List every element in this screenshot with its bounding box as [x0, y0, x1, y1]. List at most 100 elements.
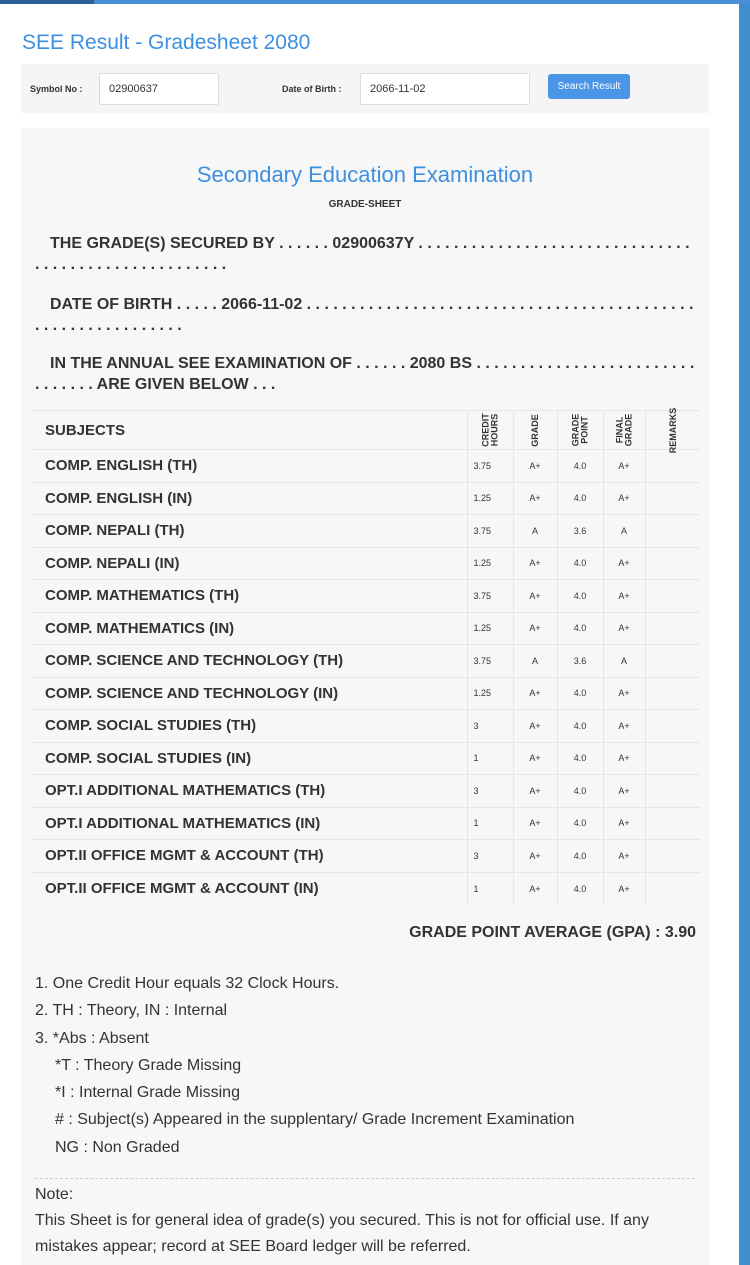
note: Note: This Sheet is for general idea of … [35, 1182, 700, 1260]
cell-grade-point: 4.0 [556, 546, 603, 580]
table-row: COMP. SOCIAL STUDIES (IN) 1 A+ 4.0 A+ [31, 741, 700, 775]
cell-subject: COMP. SOCIAL STUDIES (IN) [31, 741, 467, 775]
grades-table: SUBJECTS CREDIT HOURS GRADE GRADE POINT … [31, 407, 700, 905]
cell-remarks [644, 709, 700, 742]
cell-final-grade: A+ [602, 449, 645, 482]
cell-grade: A [512, 514, 557, 547]
gpa: GRADE POINT AVERAGE (GPA) : 3.90 [409, 924, 696, 941]
cell-remarks [644, 871, 700, 905]
cell-grade-point: 4.0 [556, 579, 603, 612]
divider [35, 1178, 695, 1179]
cell-grade-point: 4.0 [556, 871, 603, 905]
date-of-birth: DATE OF BIRTH . . . . . 2066-11-02 . . .… [35, 296, 694, 334]
table-row: OPT.II OFFICE MGMT & ACCOUNT (TH) 3 A+ 4.0 A… [31, 839, 700, 872]
cell-remarks [644, 806, 700, 840]
note-title: Note: [35, 1186, 74, 1203]
cell-final-grade: A+ [602, 546, 645, 580]
cell-credit-hours: 3.75 [466, 644, 513, 677]
cell-credit-hours: 3.75 [466, 514, 513, 547]
table-row: COMP. MATHEMATICS (TH) 3.75 A+ 4.0 A+ [31, 579, 700, 612]
legend-item: # : Subject(s) Appeared in the supplenta… [55, 1111, 575, 1129]
secured-by: THE GRADE(S) SECURED BY . . . . . . 0290… [35, 235, 690, 273]
legend-item: *I : Internal Grade Missing [55, 1084, 240, 1102]
dob-input[interactable]: 2066-11-02 [360, 73, 530, 105]
cell-grade: A+ [512, 839, 557, 872]
cell-grade: A+ [512, 546, 557, 580]
legend-item: *T : Theory Grade Missing [55, 1056, 242, 1074]
cell-final-grade: A+ [602, 481, 645, 515]
table-row: COMP. ENGLISH (IN) 1.25 A+ 4.0 A+ [31, 481, 700, 515]
cell-remarks [644, 546, 700, 580]
top-bar [0, 0, 750, 4]
cell-subject: COMP. SCIENCE AND TECHNOLOGY (IN) [31, 676, 467, 710]
cell-credit-hours: 3 [466, 709, 513, 742]
cell-final-grade: A+ [602, 839, 645, 872]
cell-remarks [644, 676, 700, 710]
cell-credit-hours: 1.25 [466, 676, 513, 710]
cell-grade-point: 4.0 [556, 839, 603, 872]
symbol-input[interactable]: 02900637 [99, 73, 219, 105]
col-final-grade: FINAL GRADE [602, 410, 645, 450]
cell-grade: A+ [512, 579, 557, 612]
cell-grade: A+ [512, 774, 557, 807]
cell-remarks [644, 774, 700, 807]
cell-credit-hours: 1.25 [466, 546, 513, 580]
cell-grade-point: 4.0 [556, 741, 603, 775]
cell-grade: A+ [512, 709, 557, 742]
cell-grade-point: 4.0 [556, 611, 603, 645]
top-bar-accent [0, 0, 94, 4]
cell-subject: COMP. NEPALI (TH) [31, 514, 467, 547]
table-row: COMP. ENGLISH (TH) 3.75 A+ 4.0 A+ [31, 449, 700, 482]
cell-subject: COMP. MATHEMATICS (TH) [31, 579, 467, 612]
cell-credit-hours: 1 [466, 741, 513, 775]
cell-subject: OPT.I ADDITIONAL MATHEMATICS (IN) [31, 806, 467, 840]
table-row: COMP. SOCIAL STUDIES (TH) 3 A+ 4.0 A+ [31, 709, 700, 742]
search-result-button[interactable]: Search Result [548, 74, 630, 99]
table-row: COMP. NEPALI (IN) 1.25 A+ 4.0 A+ [31, 546, 700, 580]
cell-credit-hours: 3.75 [466, 449, 513, 482]
scrollbar[interactable] [739, 4, 750, 1265]
cell-grade: A+ [512, 481, 557, 515]
cell-grade-point: 4.0 [556, 449, 603, 482]
table-row: OPT.I ADDITIONAL MATHEMATICS (TH) 3 A+ 4.0 A… [31, 774, 700, 807]
cell-credit-hours: 3.75 [466, 579, 513, 612]
cell-final-grade: A+ [602, 741, 645, 775]
table-row: COMP. MATHEMATICS (IN) 1.25 A+ 4.0 A+ [31, 611, 700, 645]
cell-final-grade: A [602, 514, 645, 547]
table-row: COMP. SCIENCE AND TECHNOLOGY (IN) 1.25 A+ 4… [31, 676, 700, 710]
col-remarks: REMARKS [644, 407, 700, 453]
cell-grade: A+ [512, 806, 557, 840]
cell-subject: OPT.I ADDITIONAL MATHEMATICS (TH) [31, 774, 467, 807]
cell-grade-point: 3.6 [556, 644, 603, 677]
cell-grade: A+ [512, 611, 557, 645]
cell-final-grade: A+ [602, 579, 645, 612]
page-title: SEE Result - Gradesheet 2080 [22, 31, 311, 54]
cell-credit-hours: 1 [466, 871, 513, 905]
symbol-label: Symbol No : [30, 84, 83, 94]
exam-heading: Secondary Education Examination [196, 162, 534, 187]
legend-item: 2. TH : Theory, IN : Internal [35, 1002, 228, 1020]
search-form: Symbol No : 02900637 Date of Birth : 206… [21, 64, 709, 113]
table-row: COMP. NEPALI (TH) 3.75 A 3.6 A [31, 514, 700, 547]
cell-credit-hours: 1.25 [466, 481, 513, 515]
table-row: OPT.I ADDITIONAL MATHEMATICS (IN) 1 A+ 4.0 A… [31, 806, 700, 840]
note-text: This Sheet is for general idea of grade(… [35, 1212, 649, 1255]
cell-subject: COMP. SOCIAL STUDIES (TH) [31, 709, 467, 742]
col-grade-point: GRADE POINT [556, 410, 603, 450]
cell-final-grade: A+ [602, 709, 645, 742]
exam-line: IN THE ANNUAL SEE EXAMINATION OF . . . .… [35, 355, 695, 393]
cell-subject: COMP. SCIENCE AND TECHNOLOGY (TH) [31, 644, 467, 677]
cell-subject: OPT.II OFFICE MGMT & ACCOUNT (TH) [31, 839, 467, 872]
cell-final-grade: A+ [602, 806, 645, 840]
cell-grade-point: 4.0 [556, 806, 603, 840]
gradesheet-subheading: GRADE-SHEET [328, 199, 402, 210]
table-header: SUBJECTS CREDIT HOURS GRADE GRADE POINT … [31, 407, 700, 453]
cell-remarks [644, 644, 700, 677]
cell-grade: A+ [512, 871, 557, 905]
cell-subject: COMP. ENGLISH (TH) [31, 449, 467, 482]
cell-final-grade: A+ [602, 611, 645, 645]
cell-grade-point: 4.0 [556, 709, 603, 742]
cell-final-grade: A+ [602, 774, 645, 807]
dob-label: Date of Birth : [282, 84, 342, 94]
cell-grade: A [512, 644, 557, 677]
